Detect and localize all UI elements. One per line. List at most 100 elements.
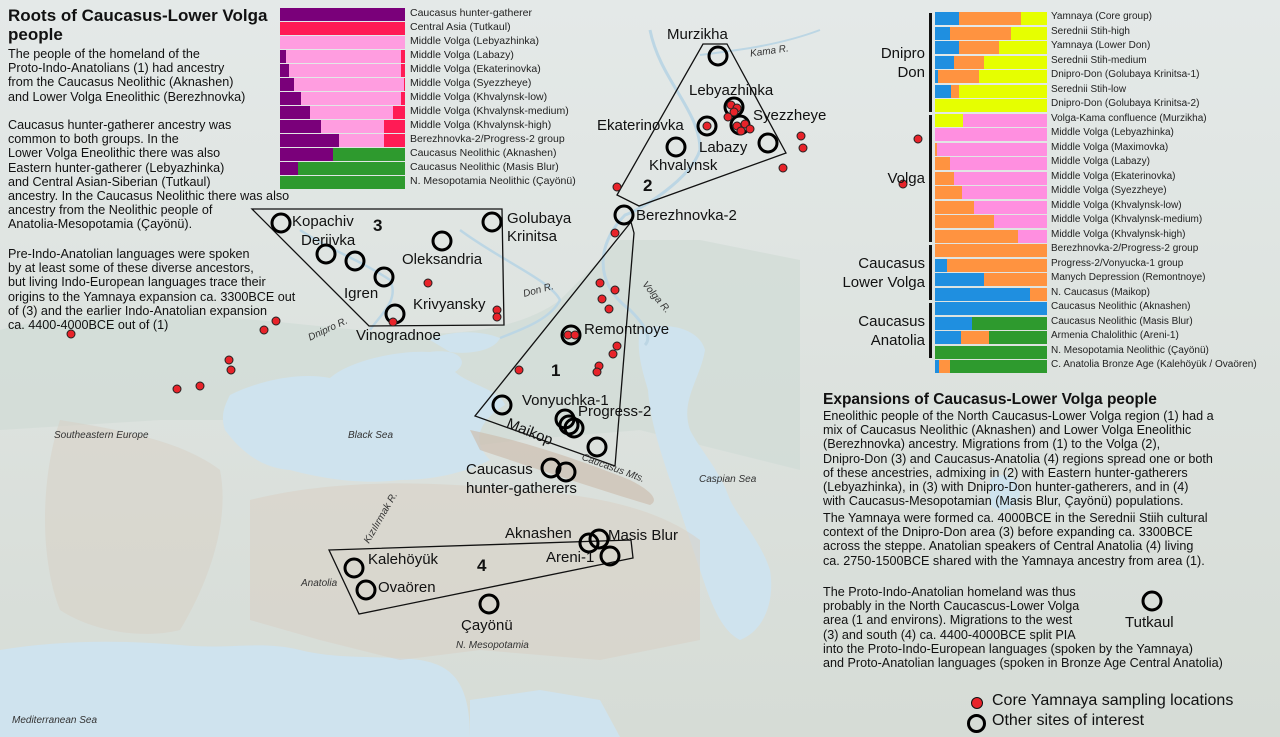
chart-row-label: N. Mesopotamia Neolithic (Çayönü) — [410, 175, 576, 187]
stacked-bar — [935, 215, 1047, 228]
bar-segment — [935, 41, 959, 54]
region-4-outline — [327, 539, 634, 615]
stacked-bar — [935, 70, 1047, 83]
site-label-remontnoye: Remontnoye — [584, 321, 670, 338]
chart-row-label: Middle Volga (Khvalynsk-medium) — [410, 105, 569, 117]
bar-segment — [280, 64, 289, 77]
regional-ancestry-chart: Yamnaya (Core group) Serednii Stih-high Ya… — [935, 11, 1257, 373]
bar-segment — [935, 113, 963, 127]
stacked-bar — [280, 36, 405, 49]
don-river — [459, 228, 562, 340]
chart-row-label: Progress-2/Vonyucka-1 group — [1051, 257, 1184, 269]
group-label: Dnipro Don — [880, 44, 925, 81]
bar-segment — [301, 92, 402, 105]
bar-segment — [1030, 287, 1047, 301]
stacked-bar — [935, 113, 1047, 127]
bar-segment — [958, 12, 1022, 25]
site-label-aknashen: Aknashen — [505, 525, 572, 542]
bar-segment — [949, 360, 1047, 373]
stacked-bar — [280, 78, 405, 91]
site-label-ekaterinovka: Ekaterinovka — [597, 117, 684, 134]
stacked-bar — [935, 157, 1047, 170]
mediterranean-sea-shape — [0, 641, 470, 737]
bar-segment — [963, 113, 1047, 127]
site-label-golubaya-krinitsa: Golubaya Krinitsa — [507, 210, 572, 245]
stacked-bar — [935, 302, 1047, 315]
site-label-masis-blur: Masis Blur — [608, 527, 679, 544]
region-number-4: 4 — [477, 556, 487, 575]
bar-segment — [935, 244, 1047, 257]
site-label-vonyuchka-1: Vonyuchka-1 — [522, 392, 609, 409]
stacked-bar — [935, 171, 1047, 185]
chart-row-label: Berezhnovka-2/Progress-2 group — [1051, 243, 1199, 254]
chart-row-label: Yamnaya (Core group) — [1051, 11, 1152, 22]
chart-row — [935, 345, 1047, 359]
site-label-progress-2: Progress-2 — [578, 403, 652, 420]
legend-open-circle-icon — [967, 714, 986, 733]
stacked-bar — [935, 273, 1047, 286]
region-1-outline — [473, 220, 635, 467]
group-label: Caucasus Anatolia — [858, 313, 925, 349]
region-3-outline — [250, 208, 505, 327]
region-number-3: 3 — [373, 216, 383, 235]
stacked-bar — [935, 200, 1047, 214]
chart-row-label: Serednii Stih-medium — [1051, 54, 1147, 66]
group-bracket-line — [929, 114, 932, 242]
chart-row-label: Dnipro-Don (Golubaya Krinitsa-1) — [1051, 69, 1200, 80]
chart-row-label: Middle Volga (Syezzheye) — [1051, 185, 1167, 196]
bar-segment — [954, 171, 1047, 185]
bar-segment — [938, 70, 979, 83]
chart-row — [280, 92, 405, 105]
left-heading: Roots of Caucasus-Lower Volga people — [8, 6, 268, 44]
bar-segment — [984, 273, 1047, 286]
stacked-bar — [935, 12, 1047, 25]
bar-segment — [954, 55, 985, 69]
bar-segment — [280, 78, 294, 91]
chart-row — [935, 84, 1047, 98]
chart-row-label: Middle Volga (Ekaterinovka) — [410, 63, 541, 75]
bar-segment — [1021, 12, 1047, 25]
chart-row-label: Central Asia (Tutkaul) — [410, 21, 511, 33]
stacked-bar — [935, 316, 1047, 330]
chart-row — [280, 8, 405, 21]
bar-segment — [935, 331, 961, 344]
chart-row-label: Middle Volga (Labazy) — [1051, 156, 1150, 167]
site-label-krivyansky: Krivyansky — [413, 296, 486, 313]
chart-row-label: Middle Volga (Syezzheye) — [410, 77, 532, 89]
bar-segment — [338, 134, 384, 147]
chart-row-label: Middle Volga (Ekaterinovka) — [1051, 170, 1176, 182]
chart-row — [935, 302, 1047, 315]
bar-segment — [935, 200, 975, 214]
stacked-bar — [280, 134, 405, 147]
stacked-bar — [935, 331, 1047, 344]
bar-segment — [401, 92, 405, 105]
chart-row — [280, 50, 405, 63]
chart-row — [935, 244, 1047, 257]
site-label-lebyazhinka: Lebyazhinka — [689, 82, 774, 99]
chart-row — [935, 157, 1047, 170]
site-label-murzikha: Murzikha — [667, 26, 728, 43]
geo-label-caspian-sea: Caspian Sea — [699, 474, 757, 485]
region-2-outline — [616, 43, 787, 207]
bar-segment — [401, 64, 405, 77]
chart-row-label: Middle Volga (Labazy) — [410, 49, 514, 61]
bar-segment — [947, 258, 1047, 272]
stacked-bar — [935, 128, 1047, 141]
site-label-tutkaul: Tutkaul — [1125, 614, 1174, 631]
stacked-bar — [280, 162, 405, 175]
bar-segment — [935, 171, 955, 185]
bar-segment — [935, 186, 962, 199]
bar-segment — [950, 84, 959, 98]
right-paragraph-3: The Proto-Indo-Anatolian homeland was th… — [823, 585, 1080, 642]
site-label-igren: Igren — [344, 285, 379, 302]
roots-ancestry-chart: Caucasus hunter-gatherer Central Asia (Tu… — [280, 7, 576, 190]
chart-row — [280, 120, 405, 133]
bar-segment — [310, 106, 393, 119]
bar-segment — [937, 142, 1047, 156]
site-label-labazy: Labazy — [699, 139, 748, 156]
bar-segment — [949, 26, 1012, 40]
chart-row — [935, 70, 1047, 83]
chart-row — [280, 36, 405, 49]
chart-row — [935, 360, 1047, 373]
region-number-2: 2 — [643, 176, 653, 195]
